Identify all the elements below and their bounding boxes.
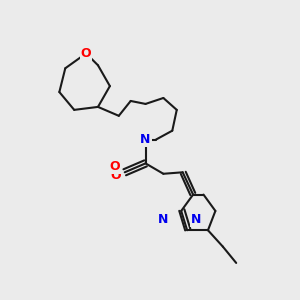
Text: O: O (109, 160, 120, 173)
Text: N: N (191, 213, 201, 226)
Text: O: O (81, 47, 92, 60)
Text: O: O (110, 169, 121, 182)
Text: N: N (158, 213, 169, 226)
Text: N: N (140, 133, 151, 146)
